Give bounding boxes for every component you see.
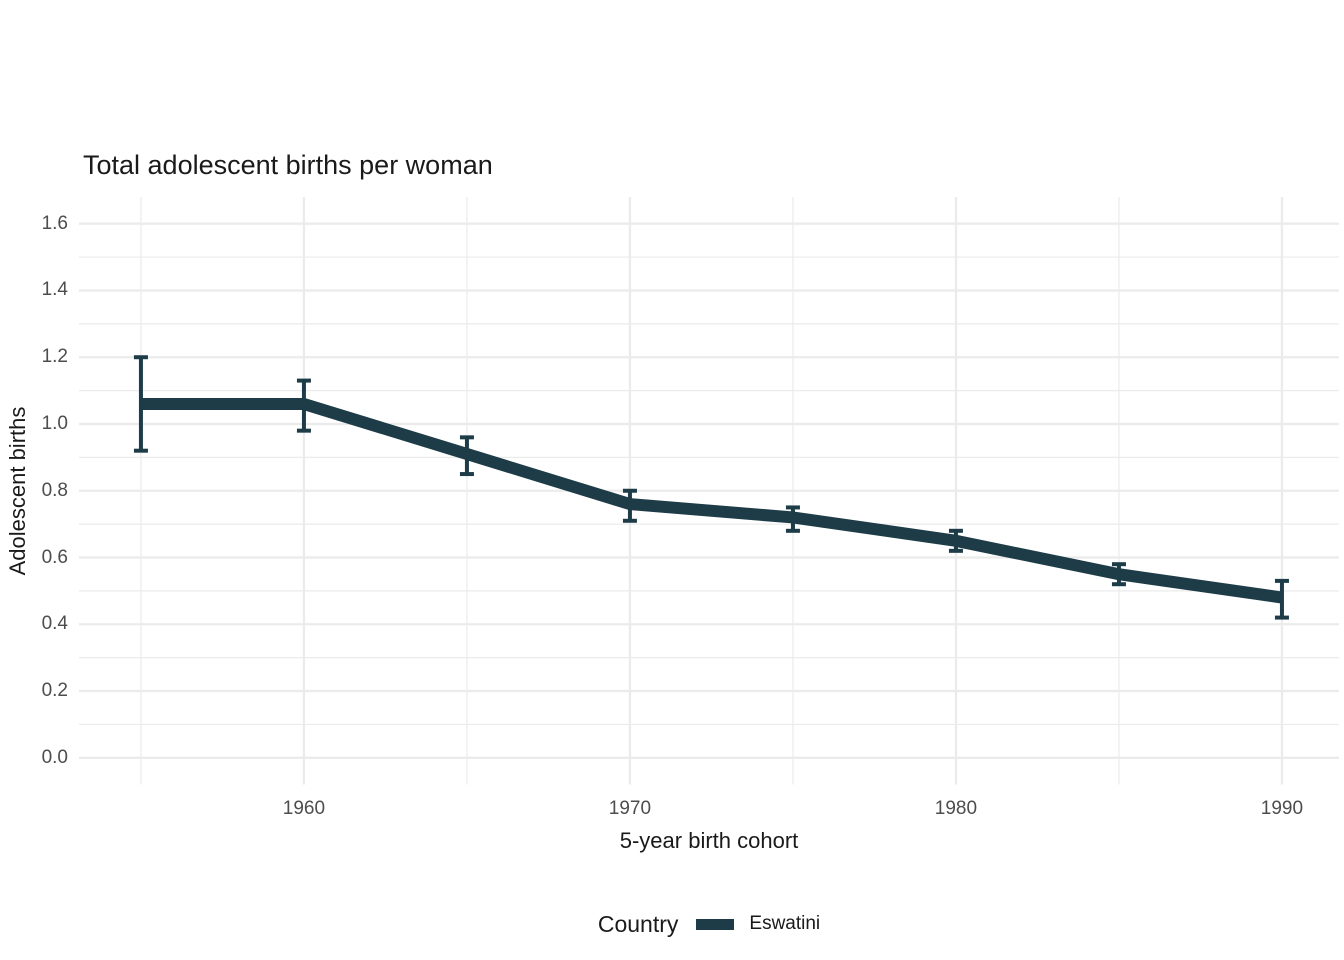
y-tick-label: 0.6: [41, 546, 68, 568]
y-tick-label: 1.6: [41, 212, 68, 234]
legend-title: Country: [597, 910, 679, 937]
x-tick-label: 1960: [282, 798, 326, 819]
y-tick-label: 0.0: [41, 746, 68, 768]
y-tick-label: 0.4: [41, 613, 68, 635]
y-tick-label: 1.4: [41, 279, 68, 301]
y-tick-label: 0.8: [41, 479, 68, 501]
x-tick-label: 1980: [934, 798, 978, 819]
data-line-eswatini: [140, 397, 1283, 604]
legend-key-line: [696, 918, 735, 930]
legend: Country Eswatini: [79, 905, 1339, 943]
chart-title: Total adolescent births per woman: [83, 150, 493, 180]
y-tick-label: 1.2: [41, 346, 68, 368]
y-tick-label: 1.0: [41, 412, 68, 434]
x-tick-label: 1970: [608, 798, 652, 819]
x-tick-label: 1990: [1260, 798, 1304, 819]
y-tick-label: 0.2: [41, 680, 68, 702]
x-axis-title: 5-year birth cohort: [619, 828, 799, 853]
legend-label-eswatini: Eswatini: [749, 913, 821, 934]
